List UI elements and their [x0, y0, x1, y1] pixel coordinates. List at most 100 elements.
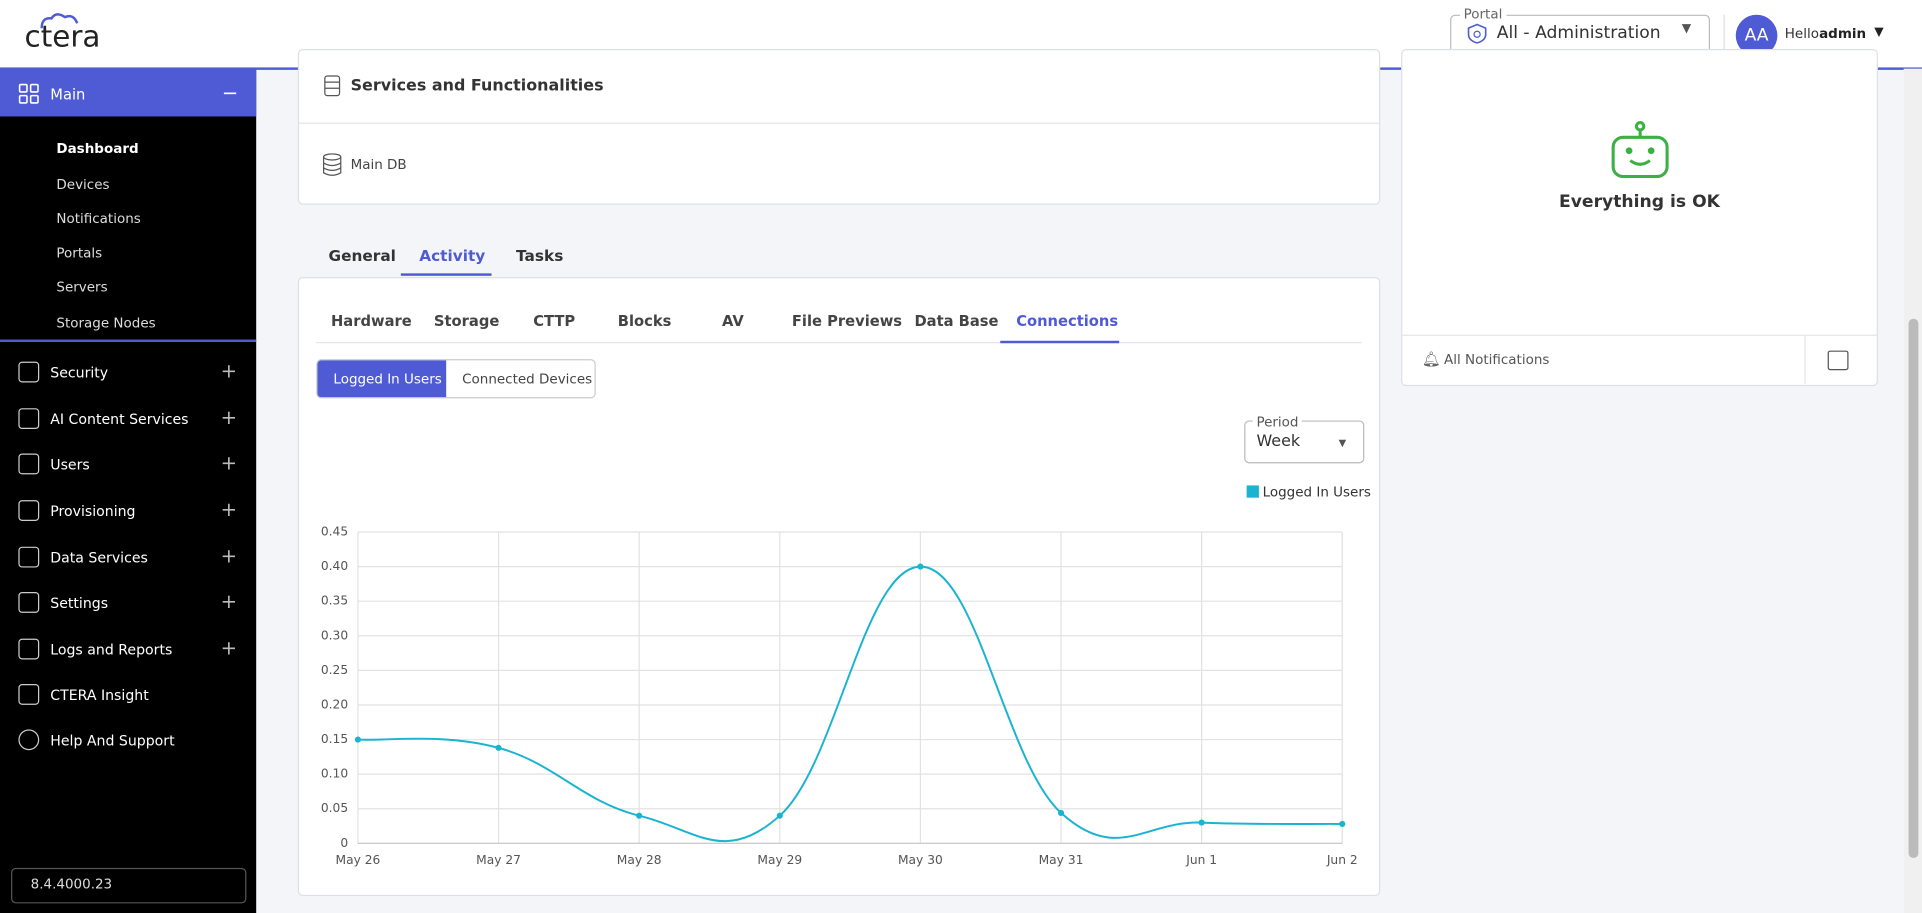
menu-section[interactable]: Users — [50, 455, 90, 474]
user-arrow[interactable]: ▼ — [1874, 25, 1884, 40]
menu-section[interactable]: Help And Support — [50, 731, 175, 749]
menu-section[interactable]: AI Content Services — [50, 410, 189, 428]
y-tick-label: 0.15 — [321, 732, 348, 746]
y-tick-label: 0.25 — [321, 663, 348, 677]
portal-label: Portal — [1459, 6, 1507, 23]
section-icon — [18, 453, 40, 475]
menu-section[interactable]: Settings — [50, 594, 109, 612]
period-select[interactable] — [1244, 420, 1365, 464]
section-icon — [18, 592, 40, 613]
section-icon — [18, 683, 40, 705]
divider — [1402, 334, 1877, 336]
section-icon — [18, 408, 40, 430]
x-tick-label: Jun 2 — [1326, 853, 1358, 867]
subtab[interactable]: AV — [721, 312, 744, 330]
expand[interactable]: + — [220, 359, 238, 383]
portal-value: All - Administration — [1496, 23, 1661, 43]
toggle-group — [316, 359, 596, 399]
y-tick-label: 0.20 — [321, 697, 348, 711]
subtab[interactable]: File Previews — [791, 312, 903, 330]
data-point — [354, 736, 361, 743]
expand[interactable]: + — [220, 451, 238, 475]
y-tick-label: 0.40 — [321, 559, 348, 573]
menu-section[interactable]: Security — [50, 364, 109, 382]
data-point — [1198, 819, 1205, 826]
services-title: Services and Functionalities — [350, 77, 604, 96]
activity-card: Logged In Users Connected Devices Period… — [297, 277, 1381, 897]
chart: 0 0.05 0.10 0.15 0.20 0.25 0.30 0.35 0.40 0.45 May… — [321, 524, 1358, 867]
version-box — [11, 867, 247, 904]
dropdown-arrow: ▼ — [1681, 22, 1692, 36]
subtab[interactable]: Data Base — [914, 312, 999, 330]
scroll-thumb[interactable] — [1908, 318, 1919, 859]
collapse[interactable]: − — [221, 80, 239, 105]
data-point — [776, 812, 783, 819]
x-tick-label: May 30 — [898, 853, 943, 867]
toggle-option[interactable]: Logged In Users — [333, 371, 442, 388]
subtab[interactable]: Connections — [1016, 312, 1119, 330]
menu-item[interactable]: Storage Nodes — [56, 315, 156, 331]
expand[interactable]: + — [220, 497, 238, 521]
legend-label: Logged In Users — [1262, 484, 1371, 501]
dropdown-arrow: ▼ — [1338, 437, 1347, 449]
subtab[interactable]: Storage — [433, 312, 500, 330]
data-point — [636, 812, 643, 819]
y-tick-label: 0.45 — [321, 524, 348, 538]
version: 8.4.4000.23 — [30, 876, 113, 893]
expand[interactable]: + — [220, 636, 238, 660]
legend-swatch — [1246, 485, 1259, 498]
subtab[interactable]: CTTP — [533, 312, 576, 330]
expand[interactable]: + — [220, 544, 238, 568]
portal-icon — [1467, 23, 1487, 44]
logo: ctera — [24, 19, 101, 54]
main-icon — [18, 83, 39, 104]
menu-section[interactable]: Data Services — [50, 549, 148, 567]
tab-underline — [400, 273, 492, 276]
main-menu[interactable] — [0, 69, 257, 117]
main-label: Main — [50, 85, 86, 103]
menu-section[interactable]: Provisioning — [50, 502, 136, 520]
panel-toggle[interactable] — [1827, 350, 1849, 371]
subtab[interactable]: Hardware — [330, 312, 412, 330]
menu-item[interactable]: Servers — [56, 279, 108, 296]
section-icon — [18, 361, 40, 383]
section-icon — [18, 500, 40, 521]
notifications-card: Everything is OK 🔔︎ All Notifications — [1401, 49, 1878, 387]
service-item[interactable]: Main DB — [350, 156, 407, 173]
section-icon — [18, 546, 40, 568]
x-tick-label: May 27 — [476, 853, 521, 867]
menu-section[interactable]: Logs and Reports — [50, 641, 173, 659]
divider — [299, 122, 1380, 124]
expand[interactable]: + — [220, 405, 238, 430]
robot-icon — [1611, 121, 1669, 179]
y-tick-label: 0.10 — [321, 767, 348, 781]
menu-section[interactable]: CTERA Insight — [50, 686, 149, 704]
services-card: Services and Functionalities Main DB — [297, 49, 1381, 205]
sidebar: Main − 8.4.4000.23 Dashboard Devices Notif… — [0, 69, 257, 913]
all-notifications[interactable]: All Notifications — [1443, 351, 1550, 368]
expand[interactable]: + — [220, 589, 238, 613]
tab[interactable]: Activity — [419, 246, 486, 265]
tab[interactable]: Tasks — [516, 246, 564, 265]
status: Everything is OK — [1559, 192, 1720, 213]
menu-item[interactable]: Notifications — [56, 210, 141, 227]
series-line — [357, 565, 1343, 843]
menu-item[interactable]: Portals — [56, 245, 103, 262]
tab[interactable]: General — [328, 246, 396, 265]
greeting: Hello — [1784, 25, 1819, 42]
toggle-option[interactable]: Connected Devices — [462, 371, 593, 388]
menu-item[interactable]: Devices — [56, 176, 110, 193]
user-name[interactable]: admin — [1819, 25, 1867, 42]
data-point — [1339, 820, 1346, 828]
data-point — [495, 744, 502, 751]
toggle-active[interactable] — [317, 360, 447, 398]
y-tick-label: 0.05 — [321, 801, 348, 815]
separator — [0, 339, 257, 342]
y-tick-label: 0 — [340, 836, 348, 850]
menu-item[interactable]: Dashboard — [56, 140, 139, 157]
divider — [1804, 334, 1806, 384]
bell-icon: 🔔︎ — [1421, 350, 1441, 368]
subtab[interactable]: Blocks — [617, 312, 672, 330]
divider — [316, 341, 1362, 344]
period-value: Week — [1256, 432, 1301, 452]
